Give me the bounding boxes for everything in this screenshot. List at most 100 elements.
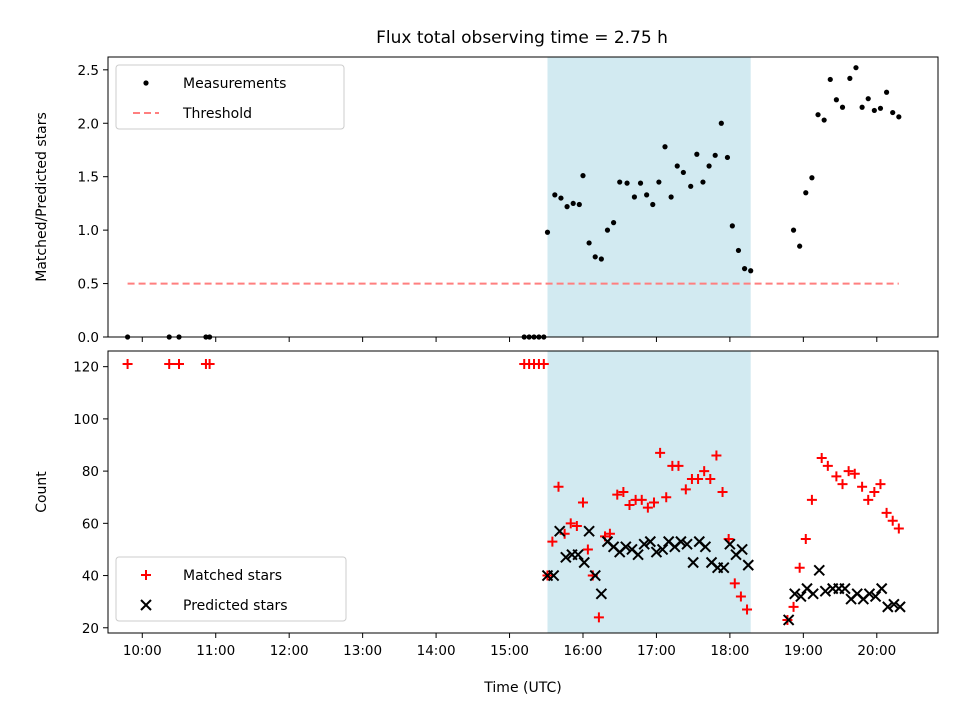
data-point [853,65,859,71]
data-point [869,487,880,497]
data-point [806,494,817,505]
data-point [552,192,558,198]
data-point [847,75,853,81]
data-point [735,591,746,602]
data-point [617,179,623,185]
y-tick-label: 100 [73,412,99,428]
data-point [819,585,832,597]
data-point [888,598,900,610]
data-point [610,220,617,226]
data-point [881,507,892,518]
data-point [650,546,663,558]
data-point [705,473,716,484]
x-tick-label: 19:00 [784,643,823,659]
y-tick-label: 120 [73,360,99,376]
data-point [882,601,894,613]
legend-label: Predicted stars [183,598,288,614]
data-point [831,471,842,482]
data-point [547,536,558,547]
data-point [580,173,586,179]
data-point [800,534,811,544]
data-point [572,548,584,561]
series-predicted-stars [541,525,906,626]
x-tick-label: 12:00 [270,643,309,659]
y-tick-label: 1.5 [78,170,99,186]
x-axis-label: Time (UTC) [483,680,561,696]
data-point [656,543,669,556]
data-point [688,183,694,189]
data-point [813,564,825,577]
data-point [694,151,700,157]
data-point [736,543,748,556]
data-point [624,180,630,186]
legend-label: Matched stars [183,568,282,584]
data-point [790,227,797,233]
data-point [674,163,680,169]
data-point [896,114,902,120]
data-point [718,120,724,126]
y-tick-label: 2.0 [78,116,99,132]
data-point [576,201,582,208]
data-point [827,76,833,83]
legend-box [115,556,347,622]
data-point [164,359,175,370]
data-point [668,194,674,200]
chart-title: Flux total observing time = 2.75 h [376,28,668,48]
data-point [620,541,632,553]
data-point [644,192,650,198]
data-point [586,240,592,246]
data-point [604,528,615,539]
data-point [699,541,712,553]
data-point [675,535,687,548]
data-point [570,200,576,207]
data-point [680,484,691,495]
data-point [204,359,215,370]
x-tick-label: 17:00 [637,643,676,659]
data-point [859,104,865,110]
data-point [890,109,896,116]
data-point [582,544,593,555]
data-point [618,487,629,497]
data-point [724,154,731,161]
legend: Measurements Threshold [115,64,345,130]
data-point [789,588,801,600]
data-point [560,551,572,563]
y-tick-label: 0.0 [78,330,99,346]
data-point [558,195,564,201]
x-tick-label: 16:00 [564,643,603,659]
y-tick-label: 0.5 [78,277,99,293]
data-point [624,500,635,511]
legend-label: Measurements [183,76,286,92]
y-tick-label: 1.0 [78,223,99,239]
data-point [632,548,644,561]
data-point [718,562,730,574]
data-point [554,525,566,537]
legend-handle [141,570,151,580]
y-axis-label: Matched/Predicted stars [34,112,50,282]
data-point [577,497,588,508]
data-point [592,254,598,260]
data-point [712,152,718,158]
data-point [583,525,595,537]
data-point [875,479,886,490]
data-point [564,204,570,210]
data-point [717,487,728,497]
data-point [863,494,874,505]
data-point [642,502,653,513]
data-point [871,107,877,114]
axes-frame [107,350,939,634]
data-point [122,359,133,370]
data-point [544,229,551,235]
data-point [673,460,684,471]
data-point [700,179,706,185]
data-point [883,89,890,95]
y-tick-label: 80 [82,464,99,480]
data-point [809,175,815,181]
data-point [593,612,604,623]
data-point [655,447,666,458]
data-point [839,582,851,595]
data-point [638,538,650,550]
data-point [656,179,662,185]
data-point [839,104,846,110]
data-point [865,96,871,102]
